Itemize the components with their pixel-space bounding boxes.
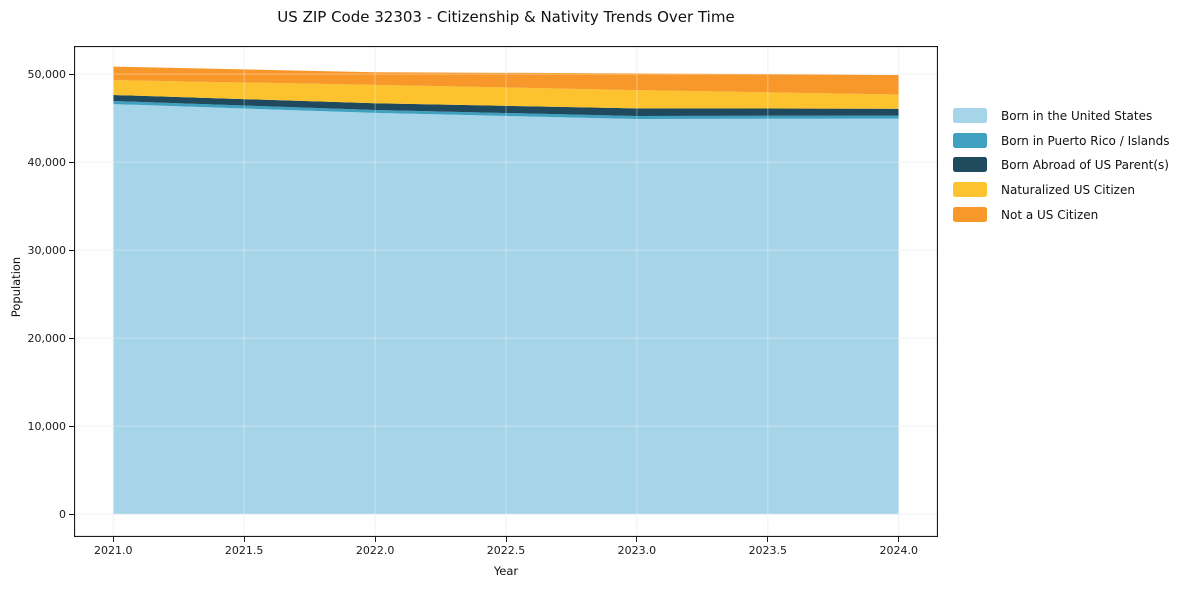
y-tick-label: 0 — [59, 507, 66, 521]
legend-swatch — [953, 206, 987, 222]
x-tick-mark — [505, 537, 507, 542]
plot-border — [73, 45, 939, 538]
stacked-area-chart — [73, 45, 939, 538]
y-tick-mark — [69, 249, 74, 251]
x-tick-mark — [898, 537, 900, 542]
y-axis-label: Population — [9, 256, 23, 318]
x-tick-label: 2022.0 — [355, 544, 395, 557]
chart-title: US ZIP Code 32303 - Citizenship & Nativi… — [277, 8, 735, 26]
area-born-in-puerto-rico-islands — [113, 101, 899, 119]
y-tick-mark — [69, 513, 74, 515]
x-tick-mark — [112, 537, 114, 542]
x-tick-label: 2023.0 — [617, 544, 657, 557]
area-born-in-the-united-states — [113, 104, 899, 515]
plot-area — [73, 45, 939, 538]
legend-label: Born in Puerto Rico / Islands — [1001, 133, 1170, 148]
x-tick-mark — [767, 537, 769, 542]
area-born-abroad-of-us-parent-s — [113, 95, 899, 116]
x-tick-label: 2021.0 — [94, 544, 133, 557]
y-tick-label: 30,000 — [27, 243, 67, 257]
legend-label: Naturalized US Citizen — [1001, 183, 1135, 198]
legend-item-born-in-the-united-states: Born in the United States — [953, 108, 1189, 124]
y-tick-mark — [69, 337, 74, 339]
x-tick-mark — [374, 537, 376, 542]
y-tick-label: 40,000 — [27, 155, 67, 169]
legend-label: Born Abroad of US Parent(s) — [1001, 158, 1169, 173]
y-tick-label: 20,000 — [27, 331, 67, 345]
legend-label: Not a US Citizen — [1001, 207, 1099, 222]
y-tick-label: 50,000 — [27, 67, 67, 81]
y-tick-mark — [69, 425, 74, 427]
legend-swatch — [953, 108, 987, 123]
legend-item-born-abroad-of-us-parent-s: Born Abroad of US Parent(s) — [953, 157, 1189, 173]
x-tick-label: 2024.0 — [879, 544, 918, 557]
legend-label: Born in the United States — [1001, 109, 1153, 123]
legend-swatch — [953, 182, 987, 198]
x-tick-mark — [636, 537, 638, 542]
x-tick-label: 2022.5 — [486, 544, 526, 557]
y-tick-mark — [69, 161, 74, 163]
area-naturalized-us-citizen — [113, 80, 899, 109]
legend-item-not-a-us-citizen: Not a US Citizen — [953, 206, 1189, 223]
y-tick-mark — [69, 73, 74, 75]
legend-item-born-in-puerto-rico-islands: Born in Puerto Rico / Islands — [953, 132, 1189, 149]
x-axis-label: Year — [493, 564, 519, 578]
legend: Born in the United States Born in Puerto … — [953, 108, 1189, 238]
legend-item-naturalized-us-citizen: Naturalized US Citizen — [953, 182, 1189, 198]
x-tick-label: 2023.5 — [748, 544, 788, 557]
legend-swatch — [953, 157, 987, 173]
y-tick-label: 10,000 — [27, 419, 67, 433]
x-tick-mark — [243, 537, 245, 542]
legend-swatch — [953, 132, 987, 148]
area-not-a-us-citizen — [113, 66, 899, 95]
x-tick-label: 2021.5 — [224, 544, 264, 557]
